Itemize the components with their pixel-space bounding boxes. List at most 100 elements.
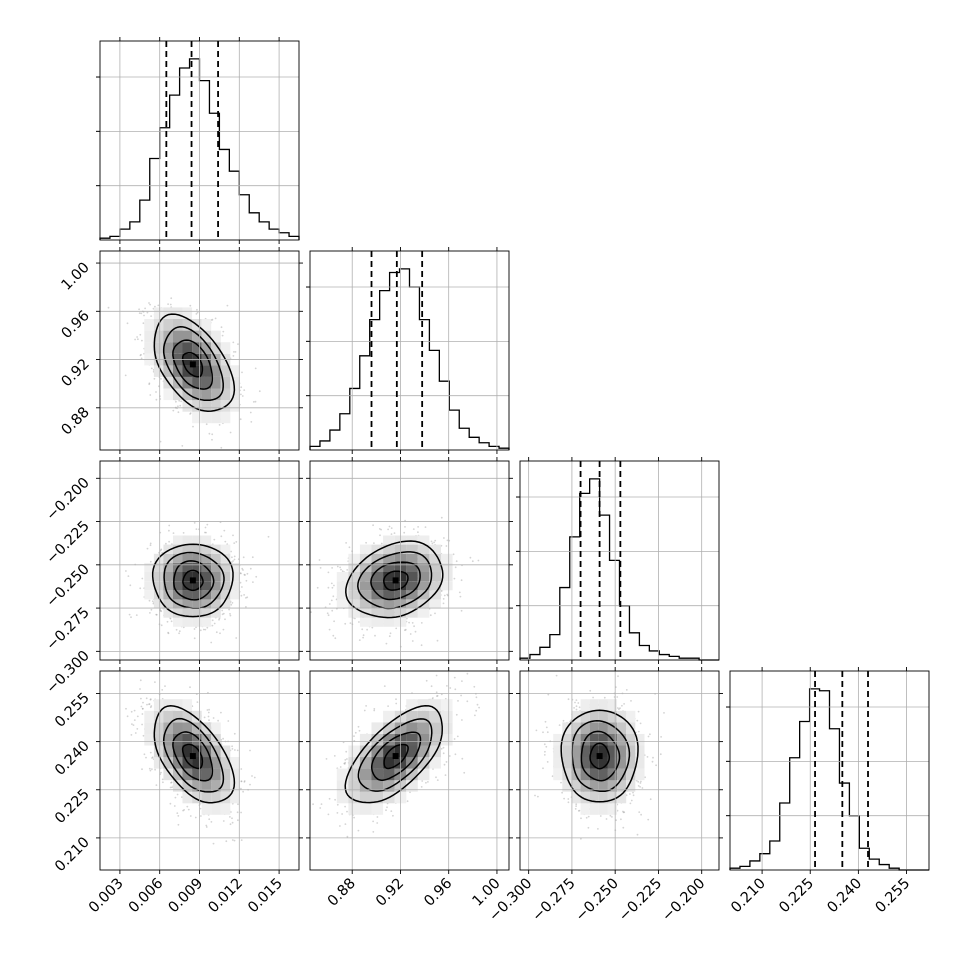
density-cell	[371, 553, 384, 563]
histogram-bar	[790, 758, 800, 870]
sample-point	[170, 297, 173, 300]
sample-point	[440, 590, 443, 592]
histogram-bar	[219, 149, 229, 240]
sample-point	[189, 412, 192, 414]
sample-point	[168, 529, 170, 532]
histogram-bar	[540, 647, 550, 660]
histogram-bar	[849, 816, 859, 870]
sample-point	[471, 560, 474, 563]
sample-point	[246, 596, 249, 599]
sample-point	[169, 303, 172, 306]
density-cell	[144, 319, 154, 331]
density-cell	[429, 599, 441, 609]
density-cell	[153, 572, 164, 582]
density-cell	[201, 617, 212, 627]
sample-point	[136, 728, 139, 730]
density-cell	[417, 590, 430, 600]
sample-point	[445, 545, 448, 547]
panel-content	[125, 521, 270, 644]
sample-point	[458, 591, 461, 594]
sample-point	[330, 599, 333, 602]
density-cell	[429, 544, 441, 554]
sample-point	[148, 302, 150, 304]
histogram-bar	[130, 222, 140, 240]
grid-lines	[100, 461, 299, 660]
sample-point	[340, 568, 342, 571]
histogram-bar	[429, 350, 439, 450]
sample-point	[157, 304, 160, 307]
histogram-bar	[320, 441, 330, 450]
sample-point	[215, 631, 218, 634]
sample-point	[231, 602, 234, 604]
sample-point	[214, 317, 217, 320]
density-cell	[406, 572, 418, 582]
sample-point	[388, 635, 391, 638]
density-cell	[182, 307, 193, 319]
density-peak	[189, 577, 196, 584]
sample-point	[162, 781, 164, 784]
density-cell	[406, 599, 418, 609]
grid-lines	[528, 461, 703, 660]
density-cell	[153, 307, 164, 319]
histogram-bar	[830, 729, 840, 870]
sample-point	[134, 338, 137, 341]
density-cell	[153, 365, 164, 377]
sample-point	[454, 566, 457, 569]
histogram-bar	[629, 633, 639, 660]
density-cell	[211, 330, 221, 343]
grid-lines	[761, 671, 907, 870]
sample-point	[128, 613, 131, 616]
histogram-bar	[259, 222, 269, 240]
sample-point	[206, 626, 209, 629]
density-cell	[383, 617, 395, 627]
histogram-bar	[469, 437, 479, 450]
sample-point	[233, 351, 235, 353]
sample-point	[208, 708, 211, 711]
histogram-bar	[350, 388, 360, 450]
sample-point	[224, 540, 227, 543]
panel-frame	[309, 460, 510, 661]
sample-point	[160, 610, 163, 613]
density-cell	[220, 342, 231, 354]
sample-point	[241, 395, 244, 397]
density-cell	[383, 599, 395, 609]
histogram-step	[729, 688, 929, 871]
histogram-bar	[639, 646, 649, 660]
density-cell	[348, 581, 360, 591]
density-cell	[163, 365, 173, 377]
sample-point	[459, 595, 462, 598]
sample-point	[168, 524, 171, 527]
density-cell	[429, 553, 441, 563]
density-cell	[230, 581, 240, 591]
sample-point	[242, 556, 245, 559]
density-cell	[417, 572, 430, 582]
sample-point	[408, 621, 410, 624]
density-cell	[417, 535, 430, 545]
sample-point	[155, 613, 158, 616]
sample-point	[141, 577, 144, 580]
density-cell	[173, 590, 183, 600]
sample-point	[138, 308, 141, 311]
sample-point	[403, 531, 406, 534]
histogram-bar	[479, 443, 489, 450]
histogram-bar	[780, 803, 790, 870]
panel-content	[125, 679, 256, 845]
density-cell	[220, 562, 231, 572]
sample-point	[232, 560, 235, 562]
density-cell	[348, 562, 360, 572]
contour-line	[162, 326, 224, 402]
density-cell	[201, 376, 212, 389]
sample-point	[389, 632, 392, 635]
sample-point	[233, 558, 236, 561]
density-cell	[153, 590, 164, 600]
density-cell	[192, 330, 202, 343]
density-cell	[220, 581, 231, 591]
panel-frame	[309, 250, 510, 451]
sample-point	[221, 609, 224, 612]
sample-point	[452, 553, 455, 556]
sample-point	[339, 566, 341, 569]
sample-point	[130, 616, 132, 619]
histogram-bar	[279, 233, 289, 240]
sample-point	[243, 594, 246, 596]
density-cell	[182, 572, 193, 582]
